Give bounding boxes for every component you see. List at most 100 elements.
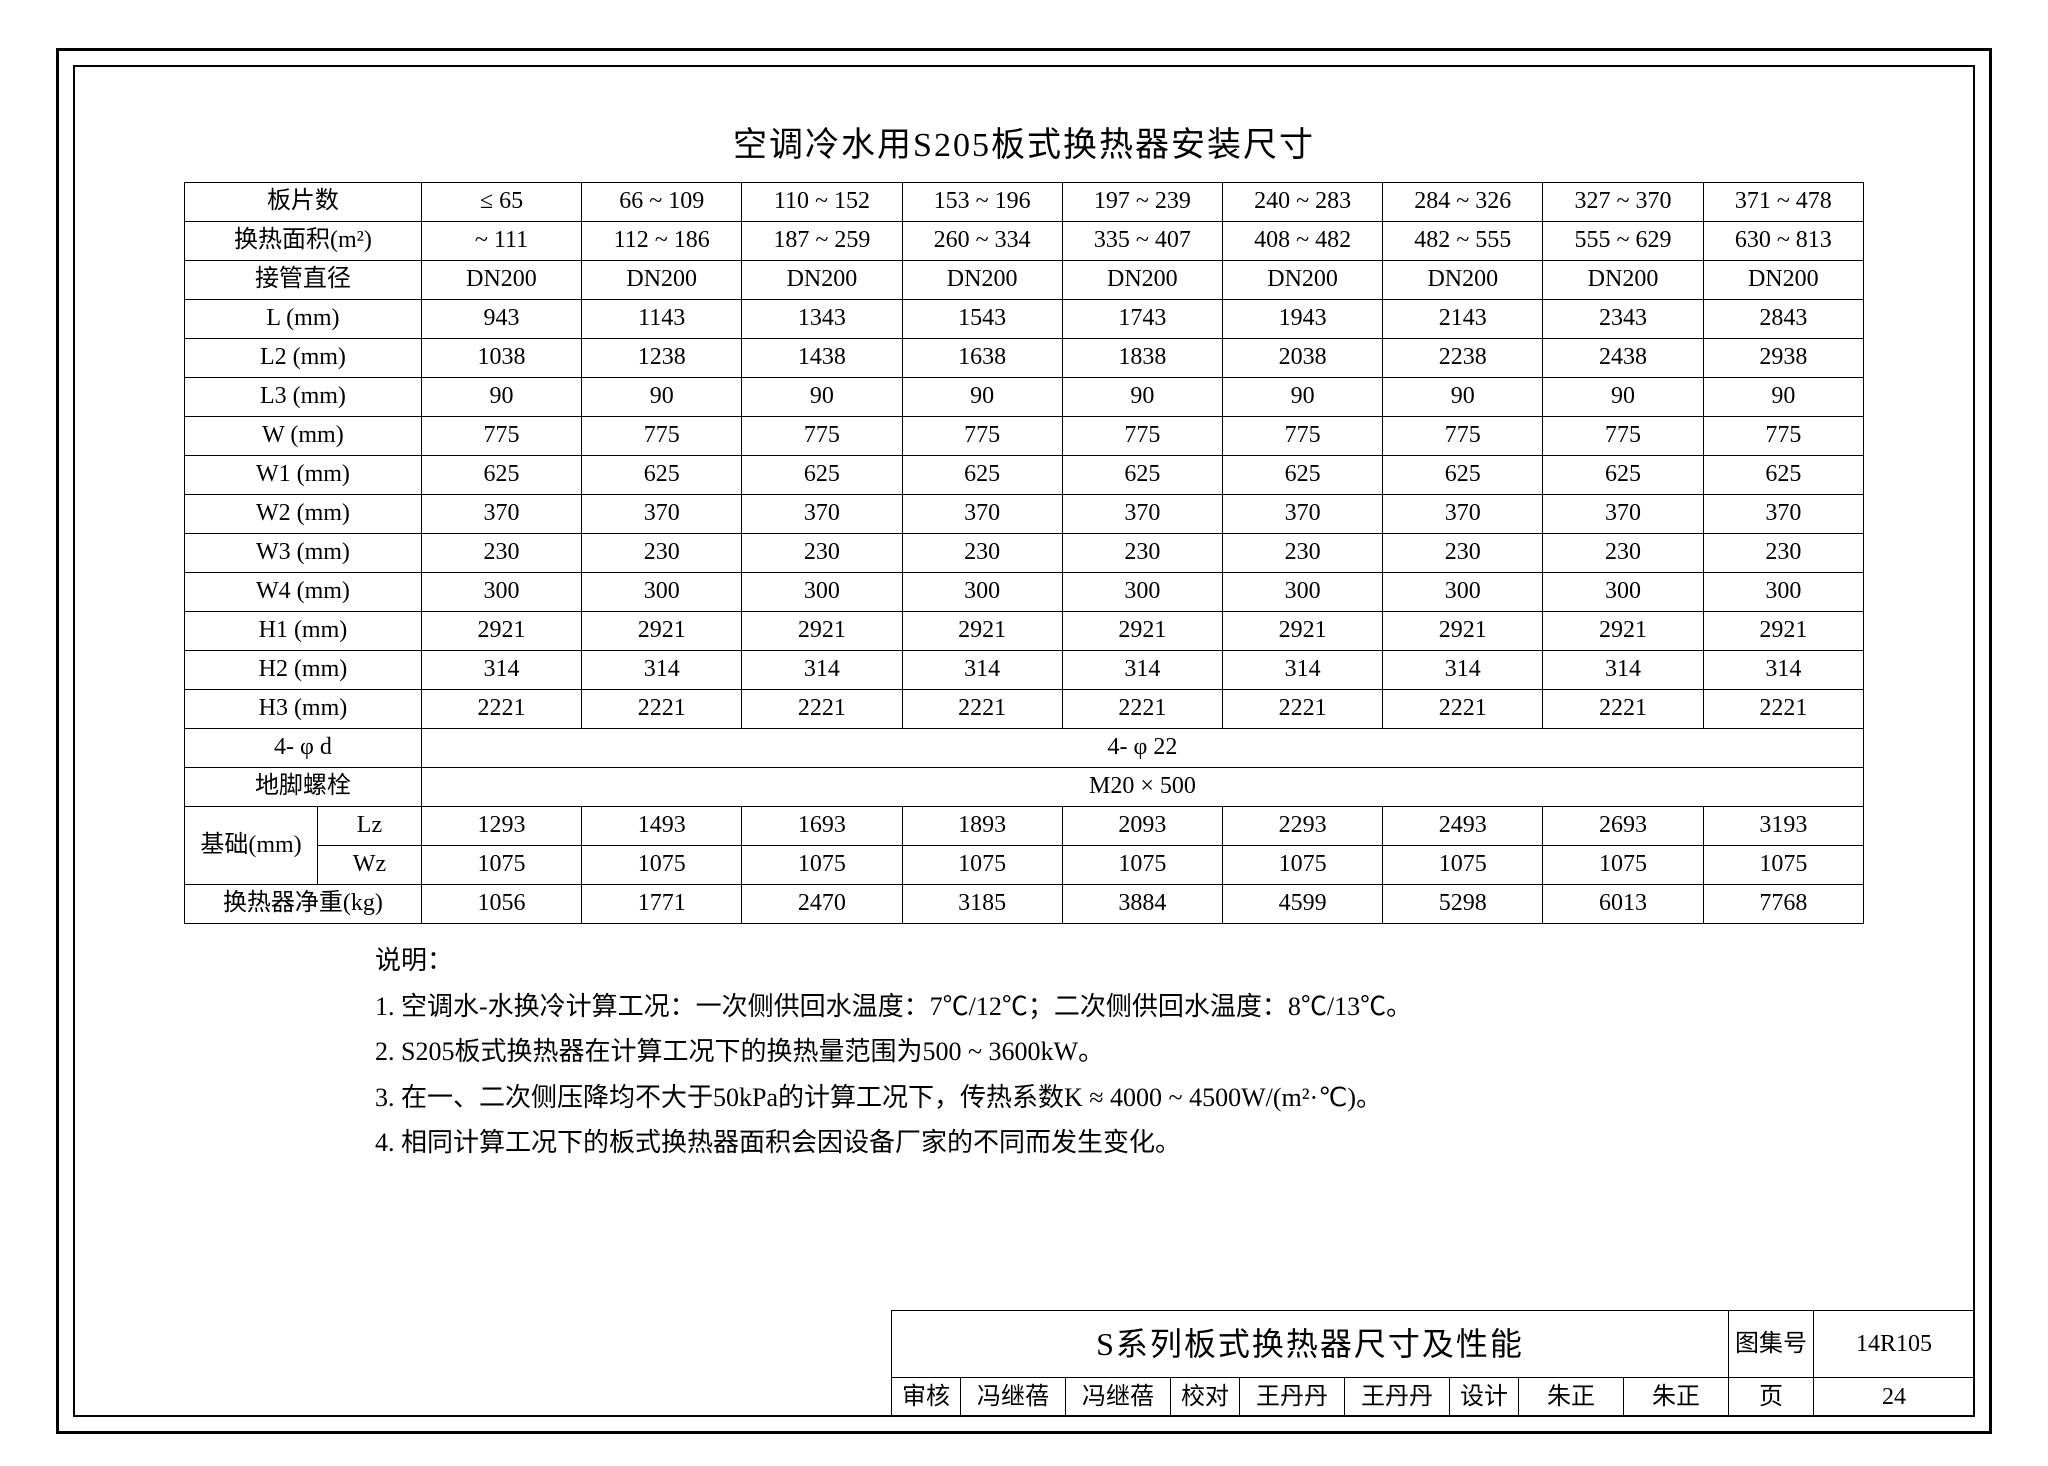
row-label: W3 (mm)	[185, 534, 422, 573]
table-cell: 230	[1703, 534, 1863, 573]
tb-design-name: 朱正	[1519, 1378, 1624, 1417]
table-cell: 300	[582, 573, 742, 612]
table-cell: 370	[421, 495, 581, 534]
table-cell: 625	[582, 456, 742, 495]
table-cell: 2693	[1543, 807, 1703, 846]
table-cell: 1075	[1062, 846, 1222, 885]
table-cell: 775	[421, 417, 581, 456]
table-cell: 2221	[421, 690, 581, 729]
table-cell: ~ 111	[421, 222, 581, 261]
table-cell: 2921	[1383, 612, 1543, 651]
header-col: 240 ~ 283	[1222, 183, 1382, 222]
tb-design-lab: 设计	[1450, 1378, 1519, 1417]
note-line: 2. S205板式换热器在计算工况下的换热量范围为500 ~ 3600kW。	[375, 1029, 1973, 1075]
tb-check-name: 王丹丹	[1240, 1378, 1345, 1417]
table-cell: DN200	[421, 261, 581, 300]
table-cell: 2470	[742, 885, 902, 924]
table-cell: DN200	[1703, 261, 1863, 300]
table-cell: 2493	[1383, 807, 1543, 846]
table-cell: 335 ~ 407	[1062, 222, 1222, 261]
tb-check-lab: 校对	[1171, 1378, 1240, 1417]
tb-check-sig: 王丹丹	[1345, 1378, 1450, 1417]
table-cell: 1038	[421, 339, 581, 378]
table-cell: 625	[1703, 456, 1863, 495]
table-cell: 260 ~ 334	[902, 222, 1062, 261]
row-label: H2 (mm)	[185, 651, 422, 690]
table-cell: 90	[1383, 378, 1543, 417]
table-cell: 1771	[582, 885, 742, 924]
table-cell: 2921	[1062, 612, 1222, 651]
table-cell: 2921	[421, 612, 581, 651]
foundation-sublabel: Wz	[318, 846, 422, 885]
table-cell: 1075	[582, 846, 742, 885]
table-cell: 314	[1543, 651, 1703, 690]
table-cell: 2293	[1222, 807, 1382, 846]
table-cell: 555 ~ 629	[1543, 222, 1703, 261]
title-block: S系列板式换热器尺寸及性能图集号14R105审核冯继蓓冯继蓓校对王丹丹王丹丹设计…	[891, 1310, 1975, 1417]
table-cell: 370	[902, 495, 1062, 534]
table-cell: 775	[1703, 417, 1863, 456]
row-label: L3 (mm)	[185, 378, 422, 417]
table-cell: 1743	[1062, 300, 1222, 339]
row-label: H3 (mm)	[185, 690, 422, 729]
table-row: W2 (mm)370370370370370370370370370	[185, 495, 1864, 534]
header-col: 110 ~ 152	[742, 183, 902, 222]
table-row: H1 (mm)292129212921292129212921292129212…	[185, 612, 1864, 651]
header-col: 66 ~ 109	[582, 183, 742, 222]
table-cell: 300	[421, 573, 581, 612]
row-label: 换热器净重(kg)	[185, 885, 422, 924]
table-cell: 1238	[582, 339, 742, 378]
table-row: Wz107510751075107510751075107510751075	[185, 846, 1864, 885]
table-cell: 314	[421, 651, 581, 690]
table-cell: 2221	[582, 690, 742, 729]
table-cell: 230	[582, 534, 742, 573]
table-cell: 943	[421, 300, 581, 339]
table-cell: 775	[1062, 417, 1222, 456]
table-cell: 3884	[1062, 885, 1222, 924]
table-cell: 90	[421, 378, 581, 417]
table-row: L3 (mm)909090909090909090	[185, 378, 1864, 417]
notes-title: 说明：	[375, 938, 1973, 984]
table-cell: 2843	[1703, 300, 1863, 339]
header-col: ≤ 65	[421, 183, 581, 222]
table-cell: 300	[1222, 573, 1382, 612]
header-col: 153 ~ 196	[902, 183, 1062, 222]
table-cell: 230	[1383, 534, 1543, 573]
table-cell: 5298	[1383, 885, 1543, 924]
table-cell: 187 ~ 259	[742, 222, 902, 261]
dimension-table: 板片数 ≤ 65 66 ~ 109 110 ~ 152 153 ~ 196 19…	[184, 182, 1864, 924]
table-cell: 1838	[1062, 339, 1222, 378]
table-cell: 1293	[421, 807, 581, 846]
note-line: 1. 空调水-水换冷计算工况：一次侧供回水温度：7℃/12℃；二次侧供回水温度：…	[375, 984, 1973, 1030]
table-cell: 2343	[1543, 300, 1703, 339]
table-cell: 2093	[1062, 807, 1222, 846]
table-cell: 1343	[742, 300, 902, 339]
table-cell: 230	[742, 534, 902, 573]
table-cell: 1693	[742, 807, 902, 846]
table-cell: 625	[1062, 456, 1222, 495]
table-cell: 370	[742, 495, 902, 534]
table-cell: 300	[902, 573, 1062, 612]
row-label: 4- φ d	[185, 729, 422, 768]
table-cell: 300	[742, 573, 902, 612]
table-cell: 300	[1062, 573, 1222, 612]
table-cell: 2921	[582, 612, 742, 651]
table-cell: 314	[1703, 651, 1863, 690]
table-cell: 1638	[902, 339, 1062, 378]
row-label: 接管直径	[185, 261, 422, 300]
header-col: 284 ~ 326	[1383, 183, 1543, 222]
table-cell: 2938	[1703, 339, 1863, 378]
table-cell: 625	[1543, 456, 1703, 495]
table-cell: 230	[902, 534, 1062, 573]
table-cell: 90	[902, 378, 1062, 417]
table-cell: 1543	[902, 300, 1062, 339]
header-col: 197 ~ 239	[1062, 183, 1222, 222]
table-cell: 112 ~ 186	[582, 222, 742, 261]
table-row: L (mm)9431143134315431743194321432343284…	[185, 300, 1864, 339]
table-cell: 300	[1543, 573, 1703, 612]
row-label: H1 (mm)	[185, 612, 422, 651]
table-cell: 230	[1222, 534, 1382, 573]
table-cell: 1438	[742, 339, 902, 378]
table-header-row: 板片数 ≤ 65 66 ~ 109 110 ~ 152 153 ~ 196 19…	[185, 183, 1864, 222]
notes-block: 说明： 1. 空调水-水换冷计算工况：一次侧供回水温度：7℃/12℃；二次侧供回…	[375, 938, 1973, 1166]
